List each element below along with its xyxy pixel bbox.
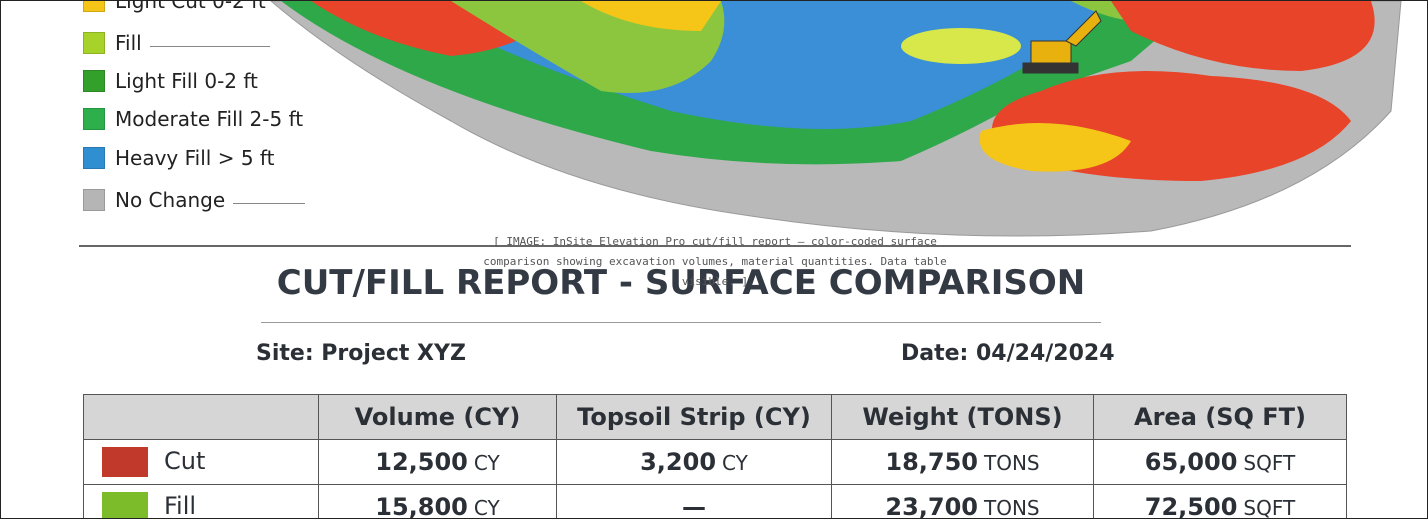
- divider: [261, 322, 1101, 323]
- legend-item: Heavy Fill > 5 ft: [83, 146, 274, 170]
- value-cell: 15,800 CY: [318, 484, 557, 519]
- value: 15,800: [375, 493, 468, 519]
- date: Date: 04/24/2024: [901, 341, 1115, 366]
- legend-item: Moderate Fill 2-5 ft: [83, 107, 303, 131]
- table-row: Fill 15,800 CY — 23,700 TONS 72,500 SQFT: [83, 484, 1347, 519]
- value-cell: 18,750 TONS: [831, 439, 1094, 485]
- legend-item: No Change: [83, 188, 306, 212]
- value: —: [682, 493, 706, 519]
- row-swatch: [102, 492, 148, 518]
- legend-label: No Change: [115, 188, 226, 212]
- unit: CY: [722, 451, 748, 475]
- unit: TONS: [984, 496, 1040, 519]
- terrain-map: [270, 1, 1402, 237]
- header-cell: Topsoil Strip (CY): [556, 394, 832, 440]
- row-label-cell: Cut: [83, 439, 319, 485]
- image-caption: [ IMAGE: InSite Elevation Pro cut/fill r…: [483, 235, 947, 288]
- value-cell: 72,500 SQFT: [1093, 484, 1347, 519]
- table-row: Cut 12,500 CY 3,200 CY 18,750 TONS 65,000 SQFT: [83, 439, 1347, 485]
- value-cell: —: [556, 484, 832, 519]
- row-label: Cut: [164, 447, 206, 475]
- site: Site: Project XYZ: [256, 341, 466, 366]
- legend-label: Light Cut 0-2 ft: [115, 0, 266, 13]
- header-cell: Volume (CY): [318, 394, 557, 440]
- cut-fill-table: Volume (CY) Topsoil Strip (CY) Weight (TON…: [83, 394, 1347, 519]
- legend-item: Fill: [83, 31, 270, 55]
- value: 23,700: [885, 493, 978, 519]
- unit: CY: [473, 451, 500, 475]
- legend-label: Light Fill 0-2 ft: [115, 69, 258, 93]
- header-cell: Area (SQ FT): [1093, 394, 1347, 440]
- value-cell: 23,700 TONS: [831, 484, 1094, 519]
- unit: CY: [473, 496, 500, 519]
- value-cell: 12,500 CY: [318, 439, 557, 485]
- header-cell: Weight (TONS): [831, 394, 1094, 440]
- legend-item: Light Fill 0-2 ft: [83, 69, 258, 93]
- row-label: Fill: [164, 492, 197, 519]
- value: 12,500: [375, 448, 468, 476]
- header-cell: [83, 394, 319, 440]
- value: 72,500: [1144, 493, 1238, 519]
- row-label-cell: Fill: [83, 484, 319, 519]
- value: 65,000: [1144, 448, 1238, 476]
- divider: [79, 245, 1351, 247]
- legend-item: Light Cut 0-2 ft: [83, 0, 266, 13]
- legend-label: Fill: [115, 31, 142, 55]
- report-title: CUT/FILL REPORT - SURFACE COMPARISON: [276, 263, 1086, 303]
- value-cell: 3,200 CY: [556, 439, 832, 485]
- value: 18,750: [885, 448, 978, 476]
- legend-label: Heavy Fill > 5 ft: [115, 146, 275, 170]
- legend-label: Moderate Fill 2-5 ft: [115, 107, 304, 131]
- value-cell: 65,000 SQFT: [1093, 439, 1347, 485]
- unit: TONS: [984, 451, 1040, 475]
- value: 3,200: [640, 448, 717, 476]
- unit: SQFT: [1243, 451, 1296, 475]
- row-swatch: [102, 447, 148, 477]
- unit: SQFT: [1243, 496, 1296, 519]
